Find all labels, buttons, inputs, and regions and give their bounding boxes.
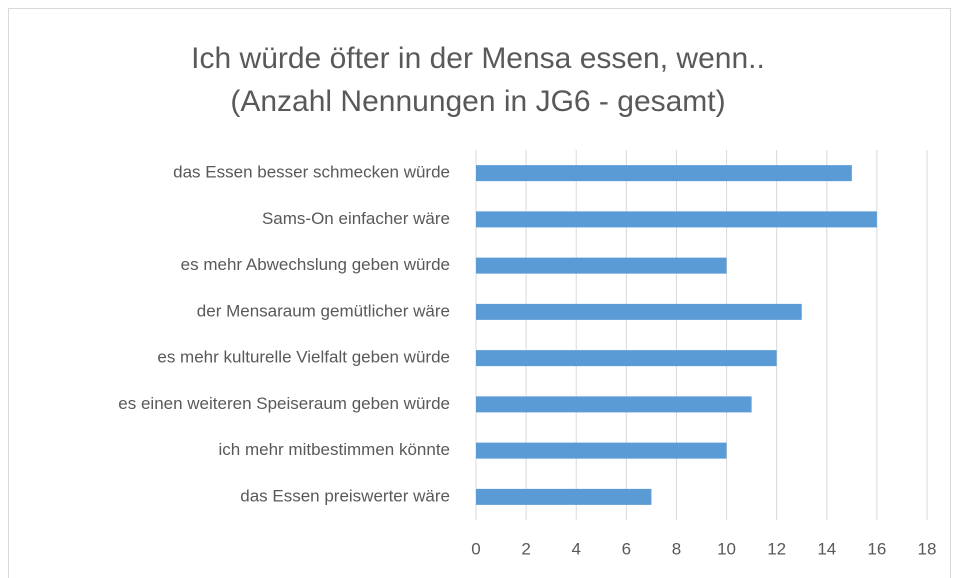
chart-subtitle: (Anzahl Nennungen in JG6 - gesamt) xyxy=(230,85,725,118)
y-tick-label: es mehr Abwechslung geben würde xyxy=(181,255,450,274)
bar xyxy=(476,350,777,367)
bar xyxy=(476,442,727,459)
bar xyxy=(476,488,652,505)
chart-title: Ich würde öfter in der Mensa essen, wenn… xyxy=(191,42,765,75)
x-tick-label: 14 xyxy=(817,539,836,558)
bar xyxy=(476,211,877,228)
bar xyxy=(476,396,752,413)
x-tick-label: 8 xyxy=(672,539,681,558)
x-tick-label: 10 xyxy=(717,539,736,558)
y-tick-label: es einen weiteren Speiseraum geben würde xyxy=(118,394,450,413)
x-tick-label: 18 xyxy=(918,539,937,558)
x-tick-label: 16 xyxy=(867,539,886,558)
y-tick-label: das Essen preiswerter wäre xyxy=(240,486,450,505)
y-tick-label: Sams-On einfacher wäre xyxy=(262,209,450,228)
chart-border xyxy=(8,8,951,578)
x-tick-label: 6 xyxy=(622,539,631,558)
x-tick-label: 4 xyxy=(571,539,580,558)
x-tick-label: 12 xyxy=(767,539,786,558)
y-tick-label: es mehr kulturelle Vielfalt geben würde xyxy=(157,348,450,367)
bar xyxy=(476,257,727,274)
y-tick-label: der Mensaraum gemütlicher wäre xyxy=(197,301,450,320)
y-tick-label: das Essen besser schmecken würde xyxy=(173,163,450,182)
bar xyxy=(476,303,802,320)
x-tick-label: 2 xyxy=(521,539,530,558)
x-tick-label: 0 xyxy=(471,539,480,558)
bar xyxy=(476,165,852,182)
y-tick-label: ich mehr mitbestimmen könnte xyxy=(219,440,450,459)
